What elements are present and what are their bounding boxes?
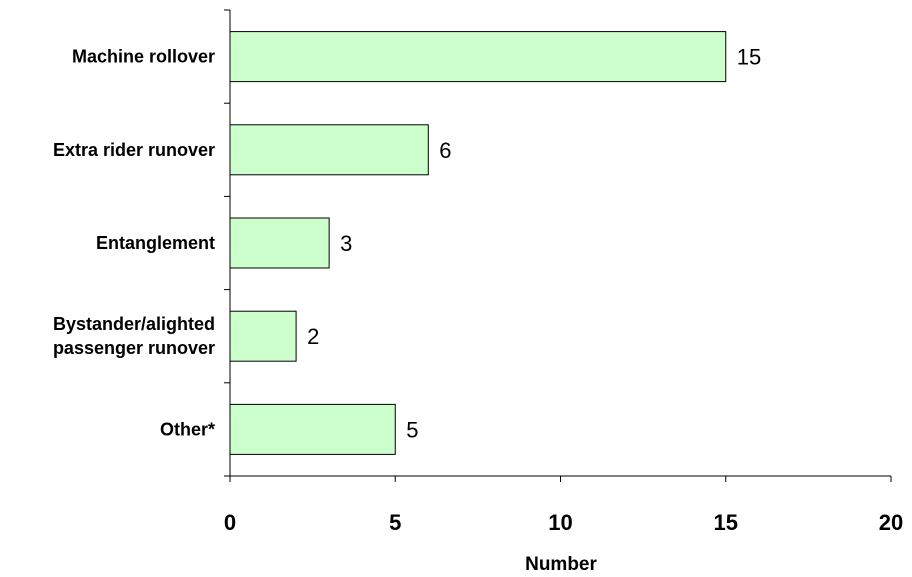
x-tick-label: 5 [389,510,401,535]
data-label: 3 [340,231,352,256]
bar [229,403,396,455]
category-label: Entanglement [96,233,215,253]
labels-layer: 15 Machine rollover 6 Extra rider runover 3 E… [53,45,903,535]
data-label: 15 [737,45,761,70]
x-tick-label: 15 [714,510,738,535]
x-tick-label: 10 [548,510,572,535]
category-label: Machine rollover [72,47,215,67]
bars-layer [229,31,727,455]
category-label: Other* [160,419,215,439]
category-label: passenger runover [53,338,215,358]
bar [229,124,429,176]
x-tick-label: 0 [224,510,236,535]
x-tick-label: 20 [879,510,903,535]
bar [229,31,727,83]
data-label: 2 [307,324,319,349]
category-label: Extra rider runover [53,140,215,160]
axes-layer [224,9,892,482]
bar [229,310,297,362]
data-label: 5 [406,417,418,442]
data-label: 6 [439,138,451,163]
category-label: Bystander/alighted [53,314,215,334]
bar [229,217,330,269]
x-axis-title: Number [525,554,597,575]
